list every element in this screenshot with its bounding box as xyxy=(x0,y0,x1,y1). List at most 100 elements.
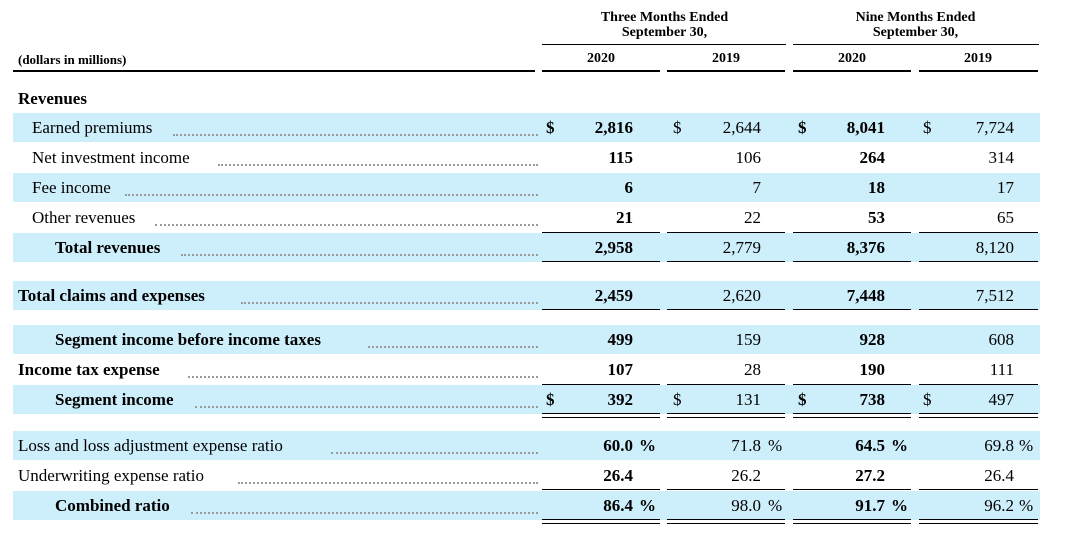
dot-leader xyxy=(218,164,538,166)
row-value: 7,724 xyxy=(975,118,1014,137)
row-value: 497 xyxy=(988,390,1015,409)
row-value: 159 xyxy=(735,330,762,349)
row-value: 53 xyxy=(868,208,885,227)
table-row: Segment income before income taxes 499 1… xyxy=(13,325,1040,354)
table-row: Fee income 6 7 18 17 xyxy=(13,173,1040,202)
row-value: 21 xyxy=(616,208,633,227)
dot-leader xyxy=(155,224,538,226)
row-value: 928 xyxy=(859,330,886,349)
row-value: 392 xyxy=(607,390,634,409)
subtotal-rule xyxy=(542,384,660,385)
header-rule xyxy=(13,70,535,72)
table-row: Net investment income 115 106 264 314 xyxy=(13,143,1040,172)
row-label: Combined ratio xyxy=(55,496,170,515)
percent-sign: % xyxy=(1019,496,1034,515)
subtotal-rule xyxy=(919,232,1038,233)
currency-sign: $ xyxy=(673,390,682,409)
subtotal-rule xyxy=(793,232,911,233)
subtotal-rule xyxy=(793,384,911,385)
row-value: 26.2 xyxy=(731,466,761,485)
row-label: Income tax expense xyxy=(18,360,160,379)
total-rule xyxy=(793,261,911,262)
three-months-line2: September 30, xyxy=(621,25,708,40)
subtotal-rule xyxy=(542,309,660,310)
year-header: 2020 xyxy=(838,51,866,66)
total-rule xyxy=(667,261,785,262)
table-row: Total claims and expenses 2,459 2,620 7,… xyxy=(13,281,1040,310)
row-label: Loss and loss adjustment expense ratio xyxy=(18,436,283,455)
subtotal-rule xyxy=(667,309,785,310)
total-rule xyxy=(542,261,660,262)
table-row: Other revenues 21 22 53 65 xyxy=(13,203,1040,232)
nine-months-underline xyxy=(793,44,1039,45)
currency-sign: $ xyxy=(673,118,682,137)
subtotal-rule xyxy=(793,489,911,490)
double-total-rule xyxy=(667,413,785,418)
three-months-underline xyxy=(542,44,786,45)
row-label: Total revenues xyxy=(55,238,161,257)
table-row: Total revenues 2,958 2,779 8,376 8,120 xyxy=(13,233,1040,262)
row-value: 69.8 xyxy=(984,436,1014,455)
header-rule xyxy=(919,70,1038,72)
row-label: Segment income xyxy=(55,390,174,409)
row-value: 2,459 xyxy=(594,286,633,305)
row-value: 8,041 xyxy=(846,118,885,137)
row-value: 314 xyxy=(988,148,1015,167)
row-label: Fee income xyxy=(32,178,111,197)
units-label: (dollars in millions) xyxy=(18,52,127,67)
year-header: 2020 xyxy=(587,51,615,66)
double-total-rule xyxy=(919,519,1038,524)
row-label: Net investment income xyxy=(32,148,190,167)
row-value: 264 xyxy=(859,148,886,167)
header-rule xyxy=(542,70,660,72)
row-value: 738 xyxy=(859,390,886,409)
row-value: 111 xyxy=(989,360,1014,379)
dot-leader xyxy=(181,254,538,256)
currency-sign: $ xyxy=(546,390,555,409)
three-months-line1: Three Months Ended xyxy=(600,10,729,25)
percent-sign: % xyxy=(1019,436,1034,455)
revenues-section-label: Revenues xyxy=(18,89,87,108)
total-rule xyxy=(919,261,1038,262)
double-total-rule xyxy=(793,413,911,418)
row-value: 8,120 xyxy=(975,238,1014,257)
table-row: Income tax expense 107 28 190 111 xyxy=(13,355,1040,384)
subtotal-rule xyxy=(542,489,660,490)
row-label: Total claims and expenses xyxy=(18,286,205,305)
row-value: 608 xyxy=(988,330,1015,349)
dot-leader xyxy=(125,194,538,196)
row-value: 107 xyxy=(607,360,634,379)
row-value: 2,620 xyxy=(722,286,761,305)
subtotal-rule xyxy=(667,384,785,385)
row-label: Other revenues xyxy=(32,208,136,227)
currency-sign: $ xyxy=(923,390,932,409)
double-total-rule xyxy=(542,519,660,524)
row-label: Segment income before income taxes xyxy=(55,330,321,349)
nine-months-line1: Nine Months Ended xyxy=(855,10,976,25)
row-value: 22 xyxy=(744,208,761,227)
row-value: 17 xyxy=(997,178,1014,197)
table-row: Earned premiums $ 2,816 $ 2,644 $ 8,041 … xyxy=(13,113,1040,142)
dot-leader xyxy=(331,452,538,454)
row-value: 86.4 xyxy=(603,496,633,515)
dot-leader xyxy=(188,376,538,378)
row-value: 26.4 xyxy=(984,466,1014,485)
subtotal-rule xyxy=(919,309,1038,310)
row-value: 6 xyxy=(624,178,634,197)
double-total-rule xyxy=(542,413,660,418)
nine-months-header: Nine Months Ended September 30, xyxy=(793,10,1038,40)
row-value: 2,644 xyxy=(722,118,761,137)
row-value: 98.0 xyxy=(731,496,761,515)
row-value: 2,779 xyxy=(722,238,761,257)
row-label: Earned premiums xyxy=(32,118,153,137)
row-value: 91.7 xyxy=(855,496,885,515)
table-row: Combined ratio 86.4 % 98.0 % 91.7 % 96.2… xyxy=(13,491,1040,520)
row-value: 115 xyxy=(608,148,633,167)
percent-sign: % xyxy=(768,496,783,515)
header-rule xyxy=(667,70,785,72)
dot-leader xyxy=(195,406,538,408)
subtotal-rule xyxy=(542,232,660,233)
percent-sign: % xyxy=(768,436,783,455)
row-value: 499 xyxy=(607,330,634,349)
